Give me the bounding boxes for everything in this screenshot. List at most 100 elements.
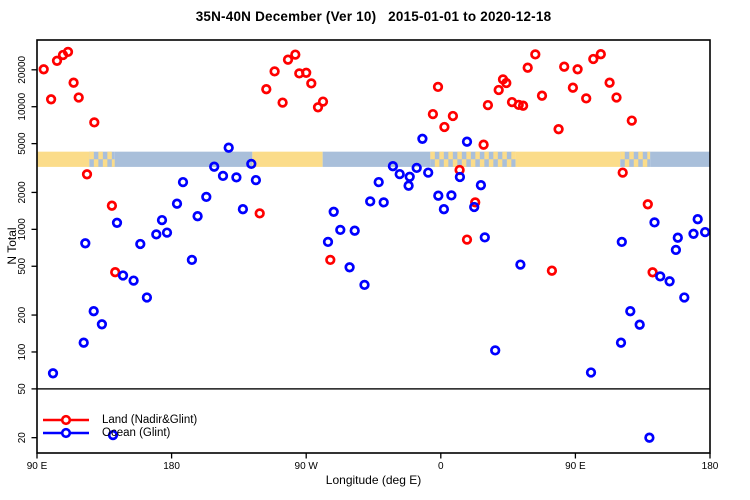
data-point xyxy=(559,61,570,72)
y-axis-title: N Total xyxy=(5,227,19,265)
data-point xyxy=(110,267,121,278)
data-point xyxy=(679,292,690,303)
band-speckle xyxy=(647,151,651,160)
data-point xyxy=(649,217,660,228)
data-point xyxy=(312,102,324,113)
data-point xyxy=(269,66,280,77)
data-point xyxy=(373,176,384,188)
data-point xyxy=(588,53,599,65)
land-ocean-band-segment xyxy=(37,151,90,167)
data-point xyxy=(111,217,123,228)
data-point xyxy=(128,275,139,286)
band-speckle xyxy=(466,151,471,160)
y-axis-tick-label: 20 xyxy=(17,432,28,444)
data-point xyxy=(615,337,627,348)
data-point xyxy=(237,204,249,215)
plot-box xyxy=(36,39,711,454)
band-speckle xyxy=(506,159,512,167)
data-point xyxy=(692,214,703,225)
data-point xyxy=(604,77,615,88)
data-point xyxy=(490,345,501,356)
legend: Land (Nadir&Glint) Ocean (Glint) xyxy=(41,413,197,439)
legend-marker-land-icon xyxy=(43,414,89,425)
chart-title: 35N-40N December (Ver 10) 2015-01-01 to … xyxy=(195,9,552,24)
band-speckle xyxy=(629,151,634,160)
data-point xyxy=(177,176,189,188)
band-speckle xyxy=(475,151,480,160)
data-point xyxy=(493,84,504,96)
data-point xyxy=(322,236,334,248)
data-point xyxy=(306,78,317,89)
data-point xyxy=(349,225,360,236)
data-point xyxy=(231,172,242,183)
data-point xyxy=(423,167,434,178)
data-point xyxy=(438,204,450,215)
data-point xyxy=(186,254,198,266)
band-speckle xyxy=(111,159,115,167)
data-point xyxy=(378,197,389,208)
data-point xyxy=(595,49,606,60)
band-speckle xyxy=(638,151,643,160)
legend-item-ocean: Ocean (Glint) xyxy=(41,426,197,439)
data-point xyxy=(513,99,524,111)
data-point xyxy=(117,270,129,281)
data-point xyxy=(699,226,711,238)
data-point xyxy=(644,432,655,443)
data-point xyxy=(475,180,487,191)
band-speckle xyxy=(511,151,516,160)
data-point xyxy=(277,97,288,108)
data-point xyxy=(411,162,422,174)
data-point xyxy=(161,227,173,238)
band-speckle xyxy=(102,159,108,167)
data-point xyxy=(404,171,415,182)
x-axis-title: Longitude (deg E) xyxy=(325,473,422,487)
data-point xyxy=(201,191,212,203)
data-point xyxy=(96,319,108,330)
data-point xyxy=(517,100,529,111)
data-point xyxy=(89,117,100,128)
data-point xyxy=(522,62,533,73)
data-point xyxy=(515,259,526,270)
data-point xyxy=(417,133,428,144)
data-point xyxy=(617,167,628,178)
band-speckle xyxy=(430,151,435,160)
data-point xyxy=(664,276,675,287)
data-point xyxy=(433,190,444,201)
legend-label-ocean: Ocean (Glint) xyxy=(102,426,171,439)
y-axis-tick-label: 200 xyxy=(17,306,28,323)
data-point xyxy=(585,367,597,378)
band-speckle xyxy=(620,151,625,160)
data-point xyxy=(223,142,234,153)
data-point xyxy=(317,96,329,107)
data-point xyxy=(403,180,414,191)
data-point xyxy=(616,236,627,248)
data-point xyxy=(461,136,473,147)
data-point xyxy=(446,190,457,201)
data-point xyxy=(626,115,637,126)
land-ocean-band-segment xyxy=(515,151,621,167)
data-point xyxy=(171,198,183,209)
band-speckle xyxy=(493,151,498,160)
land-ocean-band-segment xyxy=(322,151,431,167)
data-point xyxy=(439,121,450,133)
data-point xyxy=(38,64,49,75)
data-point xyxy=(62,46,74,58)
band-speckle xyxy=(633,159,639,167)
data-point xyxy=(365,196,376,207)
band-speckle xyxy=(89,151,94,160)
data-point xyxy=(432,81,444,93)
data-point xyxy=(45,94,57,105)
data-point xyxy=(192,211,203,222)
y-axis-tick-label: 20000 xyxy=(17,55,28,83)
data-point xyxy=(572,64,583,75)
data-point xyxy=(611,92,622,103)
data-point xyxy=(634,319,645,330)
data-point xyxy=(387,161,399,172)
data-point xyxy=(328,206,339,217)
data-point xyxy=(135,238,146,250)
band-speckle xyxy=(479,159,485,167)
band-speckle xyxy=(488,159,494,167)
band-speckle xyxy=(502,151,507,160)
